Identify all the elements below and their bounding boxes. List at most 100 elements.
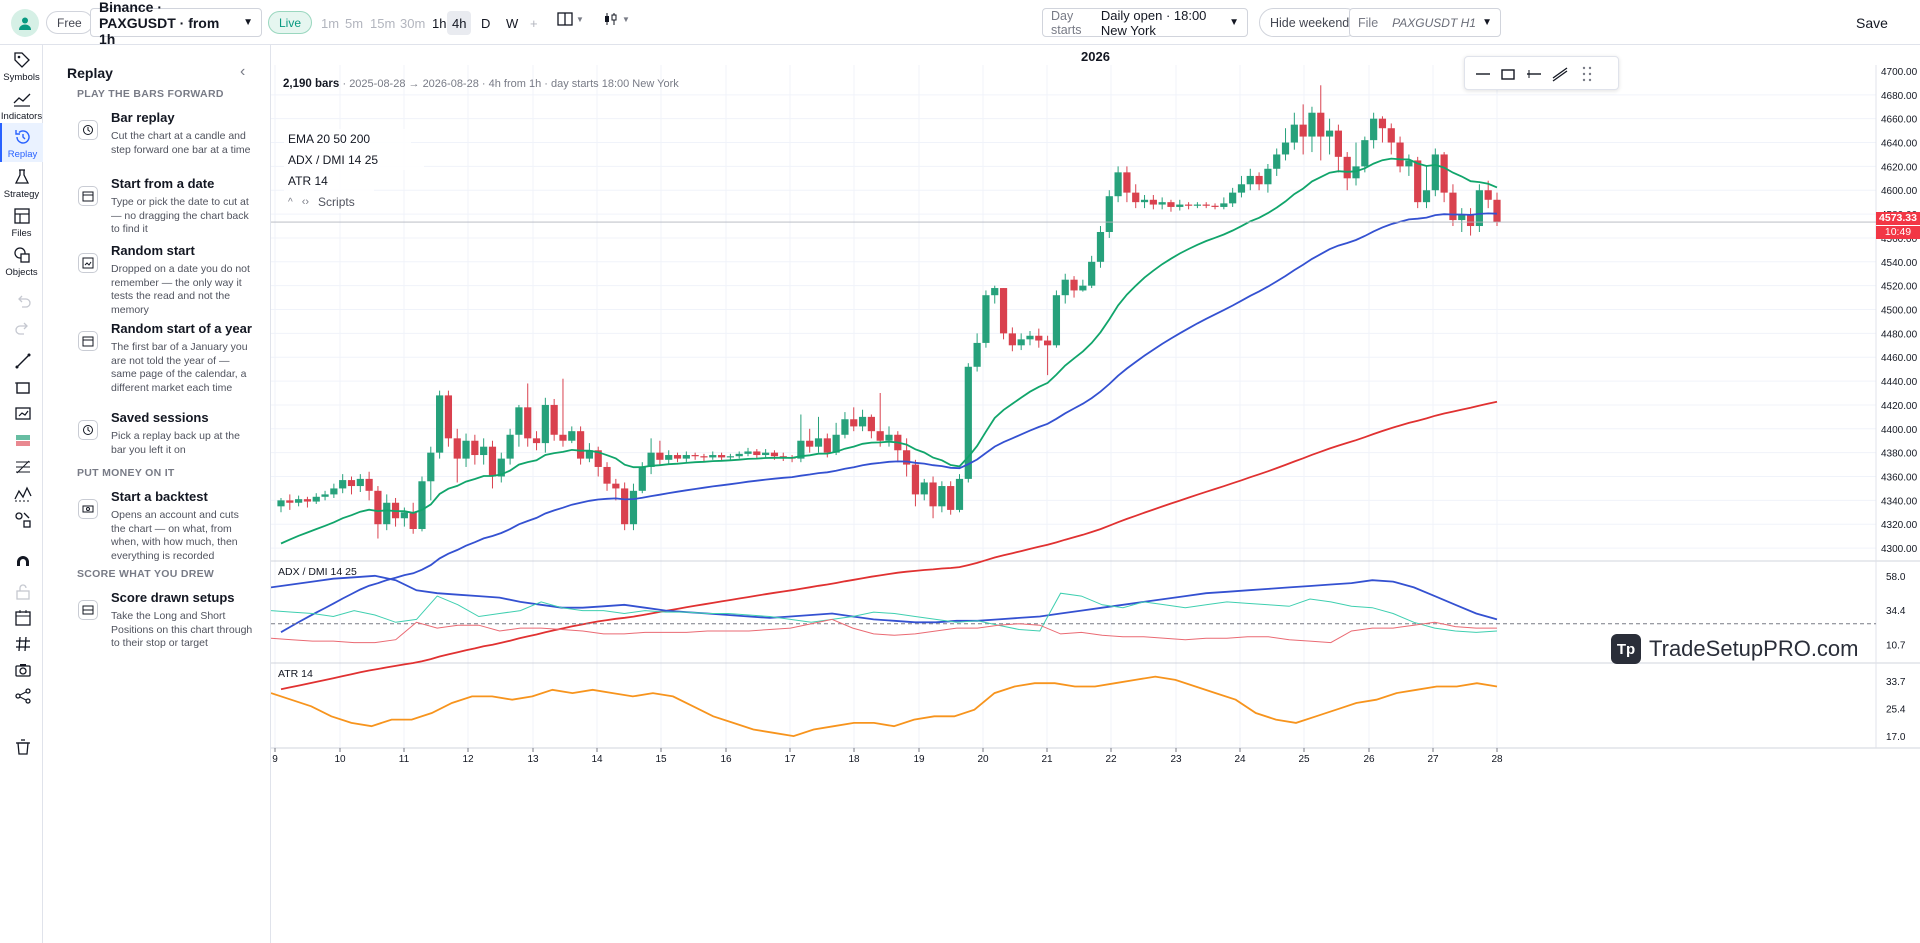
symbol-selector[interactable]: Binance · PAXGUSDT · from 1h ▼ — [90, 0, 262, 47]
flask-icon — [14, 169, 29, 184]
section-heading: SCORE WHAT YOU DREW — [77, 568, 215, 580]
candle — [418, 476, 426, 532]
timeframe-button[interactable]: 5m — [345, 15, 364, 31]
timeframe-button[interactable]: 1m — [321, 15, 340, 31]
camera-icon[interactable] — [14, 661, 32, 679]
candle — [603, 462, 611, 491]
candle — [1044, 335, 1052, 376]
live-badge[interactable]: Live — [268, 11, 313, 34]
candle — [1220, 197, 1228, 210]
candle — [700, 453, 708, 461]
candle — [1140, 195, 1149, 209]
bars-count: 2,190 bars — [283, 78, 340, 90]
top-bar: Free Binance · PAXGUSDT · from 1h ▼ Live… — [0, 0, 1920, 47]
rectangle-icon[interactable] — [14, 379, 32, 397]
legend-adx[interactable]: ADX / DMI 14 25 — [284, 149, 424, 170]
chart-area[interactable]: 4300.00 4320.00 4340.00 4360.00 4380.00 4400.… — [271, 45, 1920, 943]
collapse-icon[interactable]: ‹ — [240, 63, 246, 80]
scripts-toggle[interactable]: ^ ‹› Scripts — [284, 191, 359, 213]
candle — [1176, 199, 1184, 211]
tab-strategy[interactable]: Strategy — [0, 165, 43, 201]
candle — [762, 449, 770, 458]
candle — [920, 478, 928, 501]
long-position-icon[interactable] — [14, 405, 32, 423]
fib-icon[interactable] — [14, 458, 32, 476]
candle — [1334, 124, 1342, 173]
candle — [356, 474, 364, 493]
ema-20-line — [280, 157, 1498, 545]
trash-icon[interactable] — [14, 738, 32, 756]
lock-icon[interactable] — [14, 583, 32, 601]
atr-y-tick-label: 17.0 — [1886, 732, 1906, 743]
y-tick-label: 4480.00 — [1881, 329, 1918, 340]
calendar-icon[interactable] — [14, 609, 32, 627]
replay-icon — [78, 120, 98, 140]
tab-files[interactable]: Files — [0, 204, 43, 240]
day-starts-selector[interactable]: Day starts Daily open · 18:00 New York ▼ — [1042, 8, 1248, 38]
drag-handle-icon[interactable] — [1579, 65, 1595, 83]
legend-ema[interactable]: EMA 20 50 200 — [284, 129, 411, 149]
ray-icon[interactable] — [1526, 66, 1542, 82]
undo-icon[interactable] — [14, 293, 32, 311]
candle — [286, 494, 294, 510]
candle — [1414, 156, 1422, 209]
tab-indicators[interactable]: Indicators — [0, 86, 43, 122]
candle — [1088, 255, 1096, 289]
hide-weekend-button[interactable]: Hide weekend — [1259, 8, 1361, 37]
pattern-icon[interactable] — [14, 485, 32, 503]
tab-replay[interactable]: Replay — [0, 123, 43, 162]
day-starts-label: Day starts — [1051, 8, 1082, 37]
candle — [1026, 330, 1034, 346]
chart-canvas[interactable]: 4300.00 4320.00 4340.00 4360.00 4380.00 4400.… — [271, 45, 1920, 943]
x-tick-label: 21 — [1041, 754, 1053, 765]
file-selector[interactable]: File PAXGUSDT H1 — not ▼ — [1349, 8, 1501, 37]
chart-layout-icon — [557, 12, 573, 26]
indicator-type-button[interactable]: ▼ — [603, 12, 630, 26]
atr-y-tick-label: 33.7 — [1886, 677, 1906, 688]
tab-symbols[interactable]: Symbols — [0, 47, 43, 83]
item-title: Random start of a year — [111, 321, 252, 336]
y-tick-label: 4560.00 — [1881, 234, 1918, 245]
calendar-icon — [78, 331, 98, 351]
plan-badge[interactable]: Free — [46, 11, 93, 34]
timeframe-button[interactable]: D — [481, 15, 491, 31]
candle — [1422, 166, 1431, 209]
x-tick-label: 19 — [913, 754, 925, 765]
share-icon[interactable] — [14, 687, 32, 705]
history-icon — [78, 420, 98, 440]
y-tick-label: 4660.00 — [1881, 115, 1918, 126]
legend-atr[interactable]: ATR 14 — [284, 170, 374, 191]
timeframe-button[interactable]: 15m — [370, 15, 396, 31]
tab-label: Symbols — [3, 72, 40, 83]
timeframe-button[interactable]: W — [506, 15, 519, 31]
avatar[interactable] — [11, 9, 39, 37]
parallel-channel-icon[interactable] — [1552, 66, 1568, 82]
position-tool-icon[interactable] — [14, 432, 32, 450]
candle — [1255, 172, 1263, 191]
candle — [339, 474, 347, 494]
ema-200-line — [280, 400, 1498, 691]
save-button[interactable]: Save — [1856, 15, 1888, 31]
timeframe-button[interactable]: 1h — [432, 15, 447, 31]
horizontal-line-icon[interactable] — [1475, 66, 1491, 82]
shapes-icon[interactable] — [14, 511, 32, 529]
chart-type-button[interactable]: ▼ — [557, 12, 584, 26]
hashtag-icon[interactable] — [14, 635, 32, 653]
candle — [1132, 184, 1140, 209]
timeframe-button[interactable]: 4h — [447, 11, 472, 35]
item-description: Cut the chart at a candle and step forwa… — [111, 130, 251, 156]
tab-objects[interactable]: Objects — [0, 243, 43, 279]
timeframe-button[interactable]: + — [530, 15, 538, 31]
candle — [1061, 273, 1069, 304]
candle — [938, 481, 946, 513]
candle — [656, 440, 664, 465]
trend-line-icon[interactable] — [14, 352, 32, 370]
magnet-icon[interactable] — [14, 556, 32, 574]
timeframe-button[interactable]: 30m — [400, 15, 426, 31]
rectangle-icon[interactable] — [1500, 66, 1516, 82]
redo-icon[interactable] — [14, 320, 32, 338]
candle — [682, 451, 690, 463]
file-value: PAXGUSDT H1 — not — [1392, 15, 1476, 30]
candle — [1008, 327, 1016, 352]
candle — [497, 452, 505, 483]
